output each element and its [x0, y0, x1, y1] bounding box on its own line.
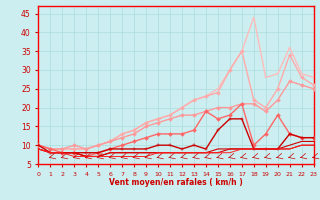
X-axis label: Vent moyen/en rafales ( km/h ): Vent moyen/en rafales ( km/h )	[109, 178, 243, 187]
